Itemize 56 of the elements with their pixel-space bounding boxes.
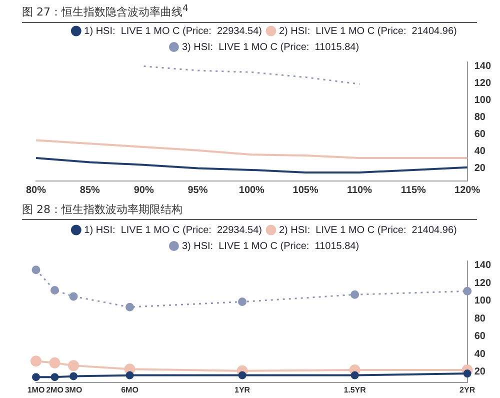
point: [30, 356, 42, 367]
legend-label: 2) HSI: LIVE 1 MO C (Price: 21404.96): [279, 26, 457, 37]
y-tick-label: 140: [474, 260, 492, 272]
y-tick-label: 80: [474, 112, 486, 123]
point: [68, 360, 80, 372]
x-tick-label: 6MO: [121, 385, 138, 394]
legend-label: 1) HSI: LIVE 1 MO C (Price: 22934.54): [84, 26, 262, 37]
x-tick-label: 90%: [134, 184, 154, 196]
point: [350, 371, 359, 380]
point: [50, 286, 60, 294]
x-tick-label: 1.5YR: [344, 385, 366, 394]
y-tick-label: 100: [474, 95, 492, 106]
point: [238, 298, 247, 306]
y-tick-label: 120: [474, 278, 492, 289]
x-tick-label: 120%: [454, 184, 480, 196]
y-tick-label: 40: [474, 146, 486, 157]
x-tick-label: 85%: [80, 184, 100, 196]
point: [69, 292, 78, 301]
point: [70, 372, 78, 380]
point: [463, 370, 472, 378]
point: [238, 371, 246, 380]
x-tick-label: 2YR: [460, 385, 476, 394]
point: [126, 371, 134, 380]
x-tick-label: 2MO: [46, 385, 64, 394]
y-tick-label: 80: [474, 313, 486, 324]
point: [49, 357, 60, 368]
y-tick-label: 120: [474, 78, 492, 89]
y-tick-label: 40: [474, 348, 486, 360]
point: [32, 373, 40, 382]
x-tick-label: 100%: [238, 184, 265, 196]
point: [126, 302, 134, 312]
x-tick-label: 3MO: [64, 385, 82, 394]
x-tick-label: 110%: [346, 184, 372, 196]
legend-label: 3) HSI: LIVE 1 MO C (Price: 11015.84): [182, 240, 360, 252]
legend-label: 2) HSI: LIVE 1 MO C (Price: 21404.96): [279, 224, 457, 236]
chart-title: 图 27：恒生指数隐含波动率曲线$^{4}$: [22, 3, 477, 23]
legend-label: 1) HSI: LIVE 1 MO C (Price: 22934.54): [84, 224, 262, 236]
point: [32, 266, 40, 274]
y-tick-label: 20: [474, 163, 486, 174]
y-tick-label: 60: [474, 331, 486, 342]
y-tick-label: 100: [474, 296, 492, 307]
point: [50, 373, 59, 382]
y-tick-label: 60: [474, 129, 486, 140]
legend-label: 3) HSI: LIVE 1 MO C (Price: 11015.84): [182, 42, 360, 53]
y-tick-label: 140: [474, 61, 492, 72]
chart-title: 图 28：恒生指数波动率期限结构: [22, 202, 477, 220]
point: [350, 290, 360, 299]
x-tick-label: 1MO: [27, 385, 45, 394]
y-tick-label: 20: [474, 366, 486, 378]
line-series: [143, 66, 360, 85]
x-tick-label: 1YR: [234, 385, 250, 394]
x-tick-label: 115%: [400, 184, 426, 196]
x-tick-label: 105%: [292, 184, 318, 196]
x-tick-label: 80%: [26, 184, 46, 196]
x-tick-label: 95%: [188, 184, 208, 196]
point: [463, 286, 472, 296]
